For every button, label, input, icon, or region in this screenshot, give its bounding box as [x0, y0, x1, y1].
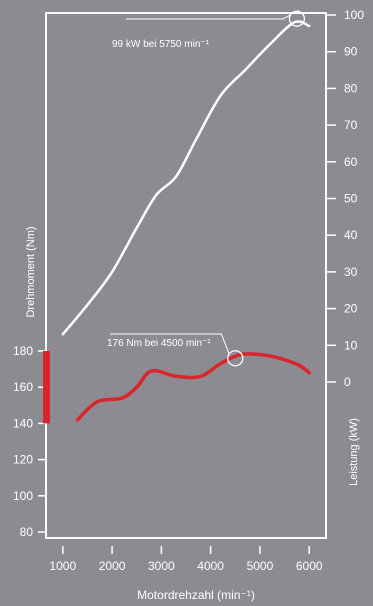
x-tick-label: 4000	[197, 559, 224, 573]
y-right-tick-label: 90	[344, 45, 358, 59]
y-right-tick-label: 50	[344, 192, 358, 206]
y-right-tick-label: 10	[344, 338, 358, 352]
y-left-tick-label: 80	[20, 525, 34, 539]
x-axis: 1000 2000 3000 4000 5000 6000	[49, 546, 323, 573]
x-tick-label: 1000	[49, 559, 76, 573]
power-curve	[61, 20, 311, 336]
y-left-tick-label: 120	[13, 453, 33, 467]
y-right-tick-label: 60	[344, 155, 358, 169]
y-right-tick-label: 80	[344, 81, 358, 95]
x-tick-label: 2000	[99, 559, 126, 573]
plot-frame	[45, 12, 327, 539]
x-tick-label: 5000	[247, 559, 274, 573]
torque-annotation-label: 176 Nm bei 4500 min⁻¹	[107, 338, 211, 349]
y-left-tick-label: 100	[13, 489, 33, 503]
torque-annotation-leader	[110, 333, 230, 355]
x-tick-label: 3000	[148, 559, 175, 573]
y-axis-right-label: Leistung (kW)	[348, 418, 360, 486]
y-left-tick-label: 140	[13, 416, 33, 430]
torque-range-marker	[43, 351, 50, 424]
torque-peak-marker	[227, 350, 244, 367]
y-right-tick-label: 20	[344, 302, 358, 316]
y-right-tick-label: 70	[344, 118, 358, 132]
y-right-tick-label: 30	[344, 265, 358, 279]
y-right-tick-label: 0	[344, 375, 351, 389]
y-left-tick-label: 160	[13, 380, 33, 394]
power-peak-marker	[288, 10, 306, 27]
power-annotation-label: 99 kW bei 5750 min⁻¹	[112, 39, 210, 50]
torque-curve	[75, 352, 311, 422]
y-axis-left: 80 100 120 140 160 180	[13, 344, 50, 539]
y-right-tick-label: 100	[344, 8, 364, 22]
y-right-tick-label: 40	[344, 228, 358, 242]
y-left-tick-label: 180	[13, 344, 33, 358]
y-axis-left-label: Drehmoment (Nm)	[25, 226, 37, 317]
y-axis-right: 0 10 20 30 40 50 60 70 80 90 100	[326, 8, 364, 389]
x-axis-label: Motordrehzahl (min⁻¹)	[137, 588, 255, 602]
series-layer	[61, 20, 311, 422]
power-annotation-leader	[126, 14, 292, 20]
x-tick-label: 6000	[296, 559, 323, 573]
annotation-layer: 99 kW bei 5750 min⁻¹ 176 Nm bei 4500 min⁻…	[107, 10, 306, 367]
